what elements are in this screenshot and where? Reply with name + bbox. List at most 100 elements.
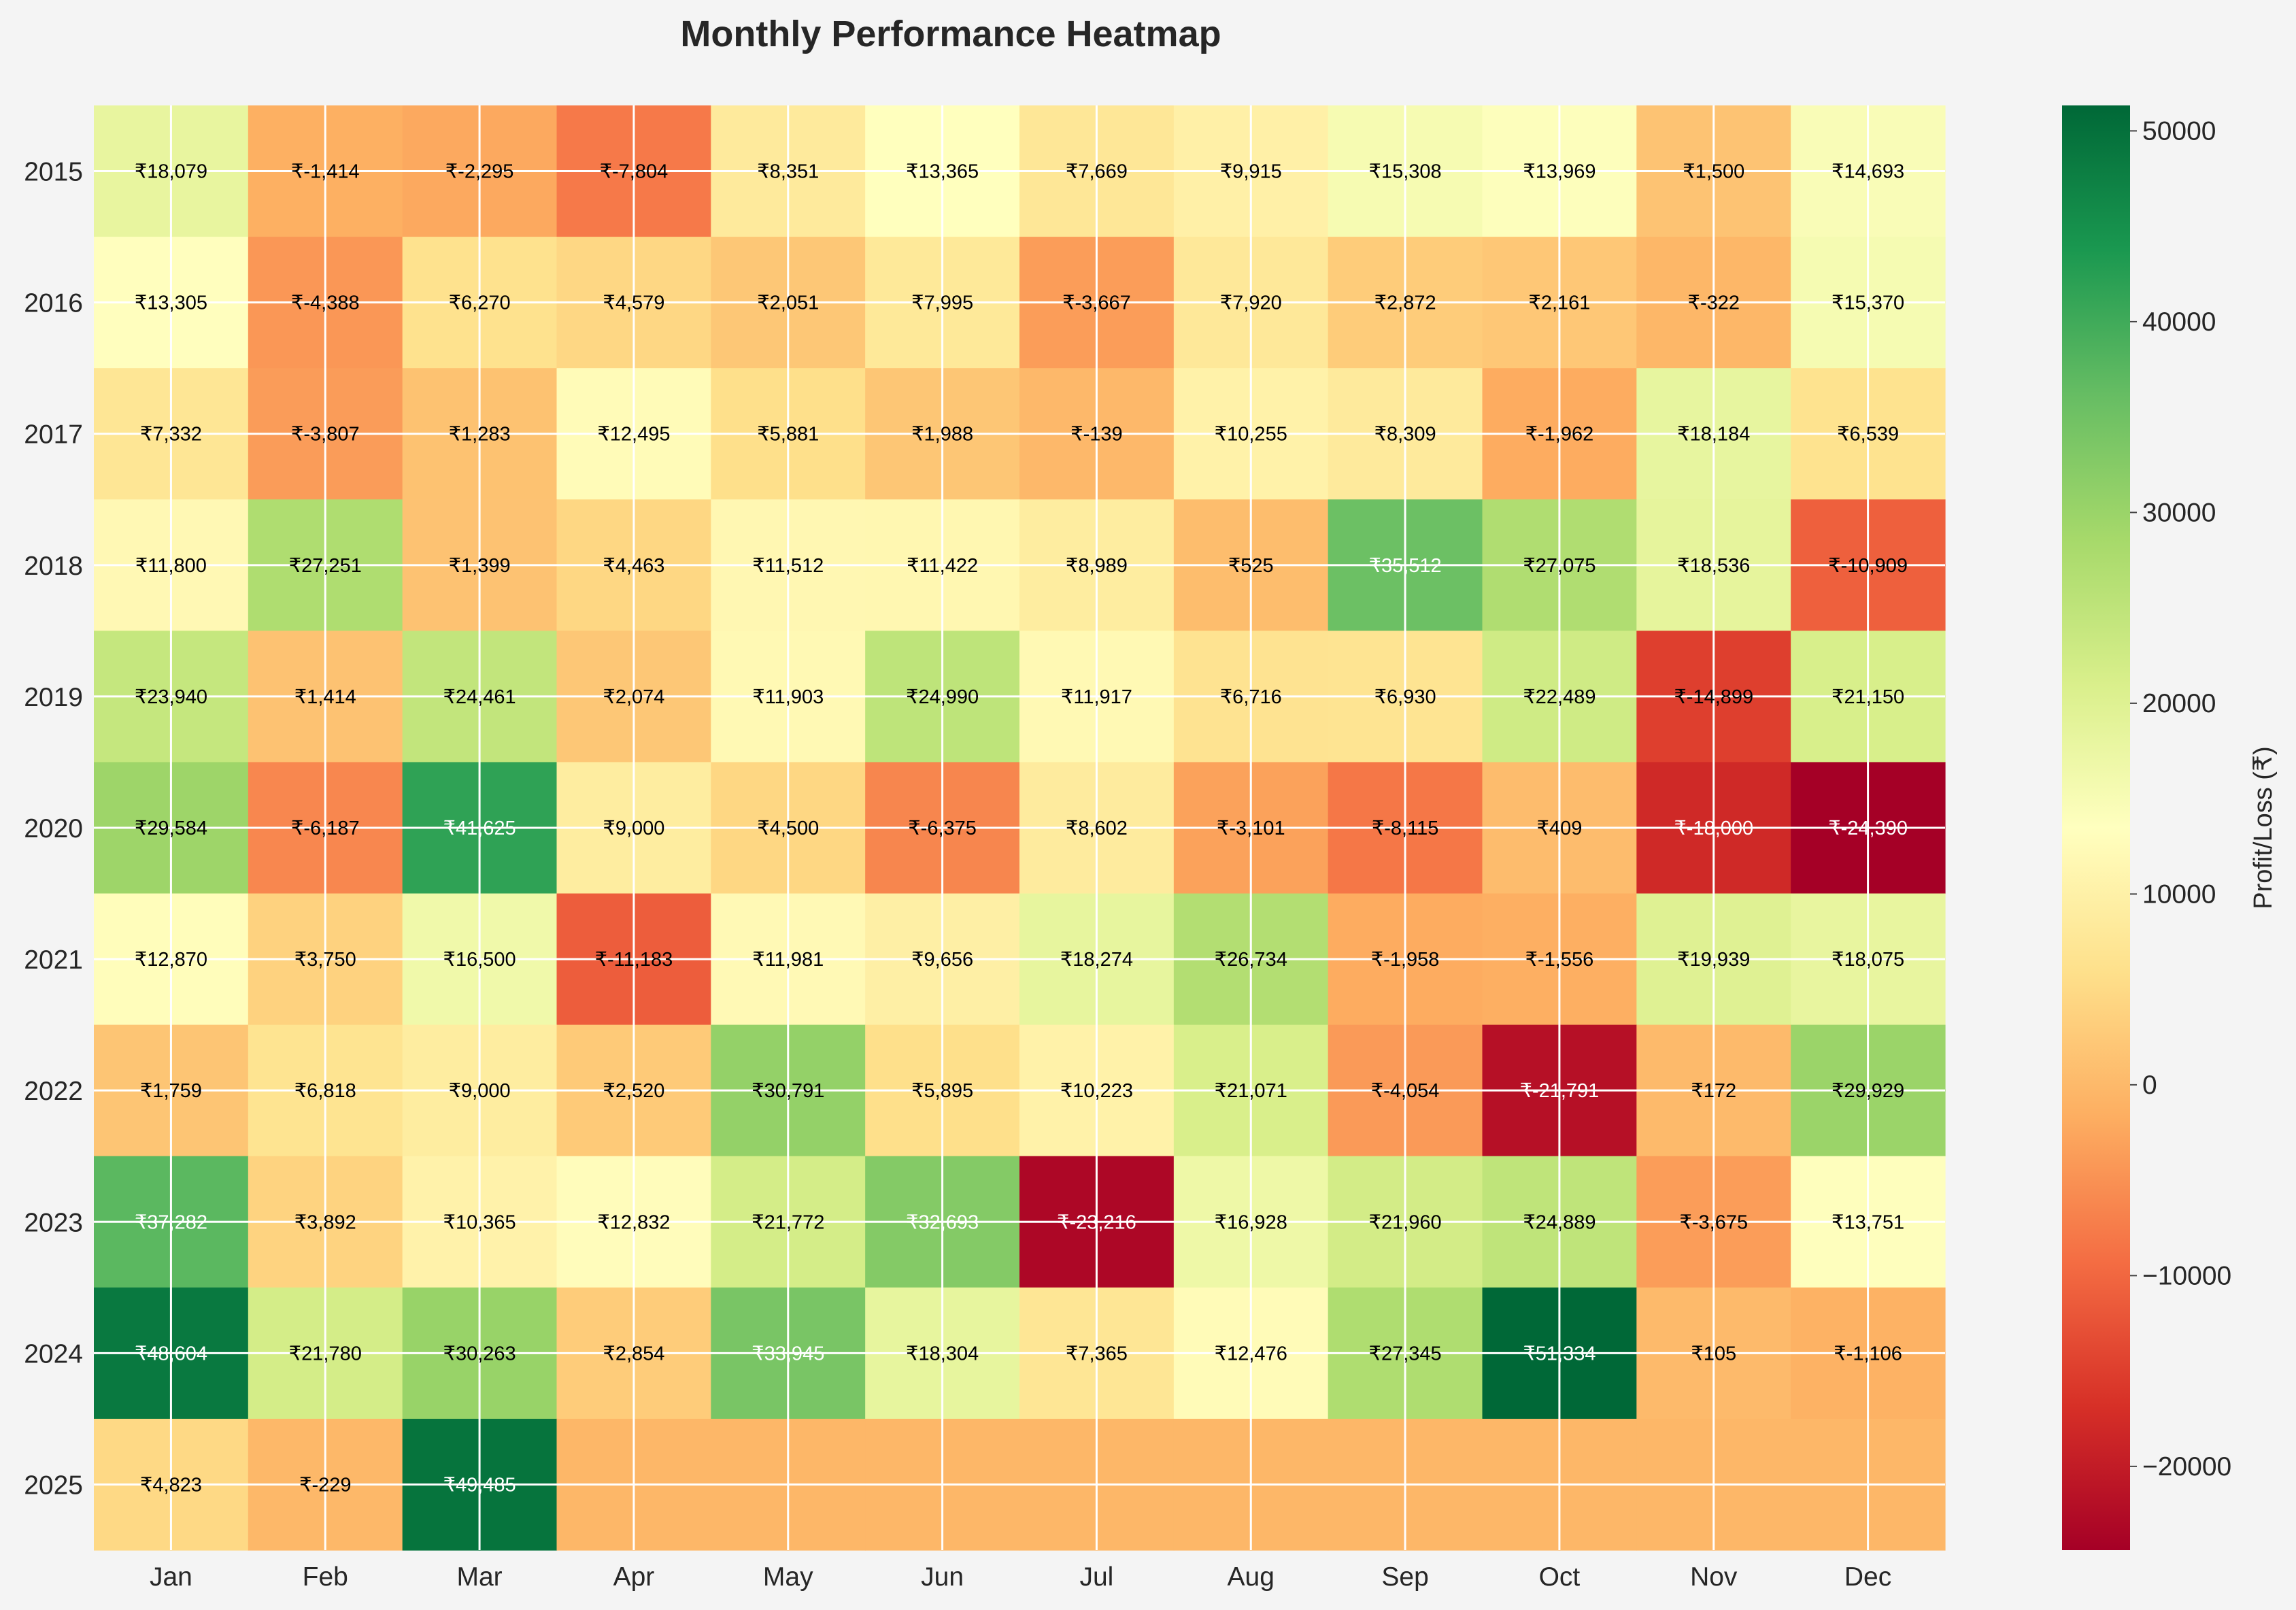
cell-value-label: ₹13,305 (135, 292, 207, 314)
cell-value-label: ₹409 (1536, 818, 1582, 839)
cell-value-label: ₹15,308 (1369, 161, 1442, 183)
cell-value-label: ₹30,263 (443, 1343, 516, 1364)
x-tick-label: May (763, 1562, 813, 1592)
colorbar-tick-label: 0 (2142, 1071, 2157, 1100)
cell-value-label: ₹13,365 (906, 161, 979, 183)
cell-value-label: ₹-139 (1070, 424, 1123, 446)
cell-value-label: ₹8,351 (757, 161, 819, 183)
cell-value-label: ₹23,940 (135, 686, 207, 708)
cell-value-label: ₹48,604 (135, 1343, 207, 1364)
x-axis-ticks: Jan Feb Mar Apr May Jun Jul Aug Sep Oct Nov Dec (150, 1562, 1891, 1592)
cell-value-label: ₹2,872 (1374, 292, 1436, 314)
x-tick-label: Feb (303, 1562, 348, 1592)
cell-value-label: ₹-18,000 (1674, 818, 1753, 839)
cell-value-label: ₹16,500 (443, 949, 516, 971)
cell-value-label: ₹-8,115 (1372, 818, 1439, 839)
y-tick-label: 2017 (24, 420, 83, 450)
cell-value-label: ₹3,750 (294, 949, 356, 971)
cell-value-label: ₹21,772 (752, 1211, 824, 1233)
x-tick-label: Aug (1228, 1562, 1274, 1592)
cell-value-label: ₹-229 (299, 1474, 352, 1496)
colorbar-tick-label: −10000 (2142, 1261, 2231, 1290)
cell-value-label: ₹21,071 (1215, 1080, 1287, 1102)
cell-value-label: ₹-24,390 (1828, 818, 1908, 839)
cell-value-label: ₹18,079 (135, 161, 207, 183)
cell-value-label: ₹33,945 (752, 1343, 824, 1364)
cell-value-label: ₹11,422 (907, 555, 978, 577)
x-tick-label: Jul (1079, 1562, 1113, 1592)
cell-value-label: ₹-322 (1688, 292, 1740, 314)
cell-value-label: ₹-14,899 (1674, 686, 1753, 708)
cell-value-label: ₹12,832 (597, 1211, 670, 1233)
cell-value-label: ₹11,512 (752, 555, 824, 577)
x-tick-label: Jun (921, 1562, 964, 1592)
colorbar-tick-label: −20000 (2142, 1452, 2231, 1481)
y-tick-label: 2022 (24, 1077, 83, 1106)
cell-value-label: ₹-6,375 (908, 818, 977, 839)
cell-value-label: ₹7,332 (140, 424, 202, 446)
cell-value-label: ₹11,917 (1061, 686, 1132, 708)
cell-value-label: ₹2,520 (603, 1080, 664, 1102)
cell-value-label: ₹16,928 (1215, 1211, 1287, 1233)
cell-value-label: ₹10,365 (443, 1211, 516, 1233)
cell-value-label: ₹18,274 (1060, 949, 1133, 971)
cell-value-label: ₹1,759 (140, 1080, 202, 1102)
cell-value-label: ₹15,370 (1831, 292, 1904, 314)
colorbar-ticks: −20000 −10000 0 10000 20000 30000 40000 50000 (2130, 116, 2231, 1481)
cell-value-label: ₹9,000 (449, 1080, 511, 1102)
x-tick-label: Apr (613, 1562, 655, 1592)
cell-value-label: ₹6,716 (1220, 686, 1282, 708)
y-axis-ticks: 2015 2016 2017 2018 2019 2020 2021 2022 2023 2024… (24, 158, 83, 1500)
x-tick-label: Oct (1539, 1562, 1581, 1592)
cell-value-label: ₹-1,962 (1525, 424, 1594, 446)
cell-value-label: ₹4,463 (603, 555, 664, 577)
cell-labels: ₹18,079 ₹-1,414 ₹-2,295 ₹-7,804 ₹8,351 ₹13,36… (135, 161, 1908, 1496)
cell-value-label: ₹-1,414 (291, 161, 360, 183)
y-tick-label: 2023 (24, 1208, 83, 1237)
cell-value-label: ₹24,889 (1523, 1211, 1596, 1233)
cell-value-label: ₹-1,106 (1834, 1343, 1902, 1364)
cell-value-label: ₹27,075 (1523, 555, 1596, 577)
cell-value-label: ₹7,920 (1220, 292, 1282, 314)
colorbar-tick-label: 40000 (2142, 307, 2216, 337)
cell-value-label: ₹5,881 (757, 424, 819, 446)
cell-value-label: ₹172 (1691, 1080, 1736, 1102)
cell-value-label: ₹-1,958 (1371, 949, 1440, 971)
cell-value-label: ₹-4,054 (1371, 1080, 1440, 1102)
cell-value-label: ₹9,000 (603, 818, 664, 839)
x-tick-label: Sep (1381, 1562, 1428, 1592)
cell-value-label: ₹30,791 (752, 1080, 824, 1102)
cell-value-label: ₹21,150 (1831, 686, 1904, 708)
cell-value-label: ₹1,500 (1683, 161, 1744, 183)
cell-value-label: ₹-10,909 (1828, 555, 1908, 577)
cell-value-label: ₹29,584 (135, 818, 207, 839)
cell-value-label: ₹6,930 (1374, 686, 1436, 708)
x-tick-label: Dec (1844, 1562, 1891, 1592)
y-tick-label: 2020 (24, 814, 83, 843)
cell-value-label: ₹2,161 (1528, 292, 1590, 314)
cell-value-label: ₹10,223 (1060, 1080, 1133, 1102)
cell-value-label: ₹13,969 (1523, 161, 1596, 183)
cell-value-label: ₹19,939 (1677, 949, 1750, 971)
cell-value-label: ₹26,734 (1215, 949, 1287, 971)
cell-value-label: ₹6,270 (449, 292, 511, 314)
cell-value-label: ₹-7,804 (600, 161, 669, 183)
gridlines (94, 105, 1945, 1550)
cell-value-label: ₹11,800 (135, 555, 207, 577)
cell-value-label: ₹2,051 (757, 292, 819, 314)
cell-value-label: ₹105 (1691, 1343, 1736, 1364)
cell-value-label: ₹27,251 (289, 555, 362, 577)
y-tick-label: 2016 (24, 289, 83, 318)
cell-value-label: ₹-6,187 (291, 818, 360, 839)
cell-value-label: ₹13,751 (1831, 1211, 1904, 1233)
cell-value-label: ₹9,915 (1220, 161, 1282, 183)
cell-value-label: ₹12,476 (1215, 1343, 1287, 1364)
cell-value-label: ₹35,512 (1369, 555, 1442, 577)
cell-value-label: ₹-21,791 (1520, 1080, 1600, 1102)
cell-value-label: ₹24,461 (443, 686, 516, 708)
cell-value-label: ₹3,892 (294, 1211, 356, 1233)
cell-value-label: ₹-3,101 (1217, 818, 1285, 839)
cell-value-label: ₹-3,667 (1062, 292, 1131, 314)
cell-value-label: ₹7,365 (1066, 1343, 1128, 1364)
